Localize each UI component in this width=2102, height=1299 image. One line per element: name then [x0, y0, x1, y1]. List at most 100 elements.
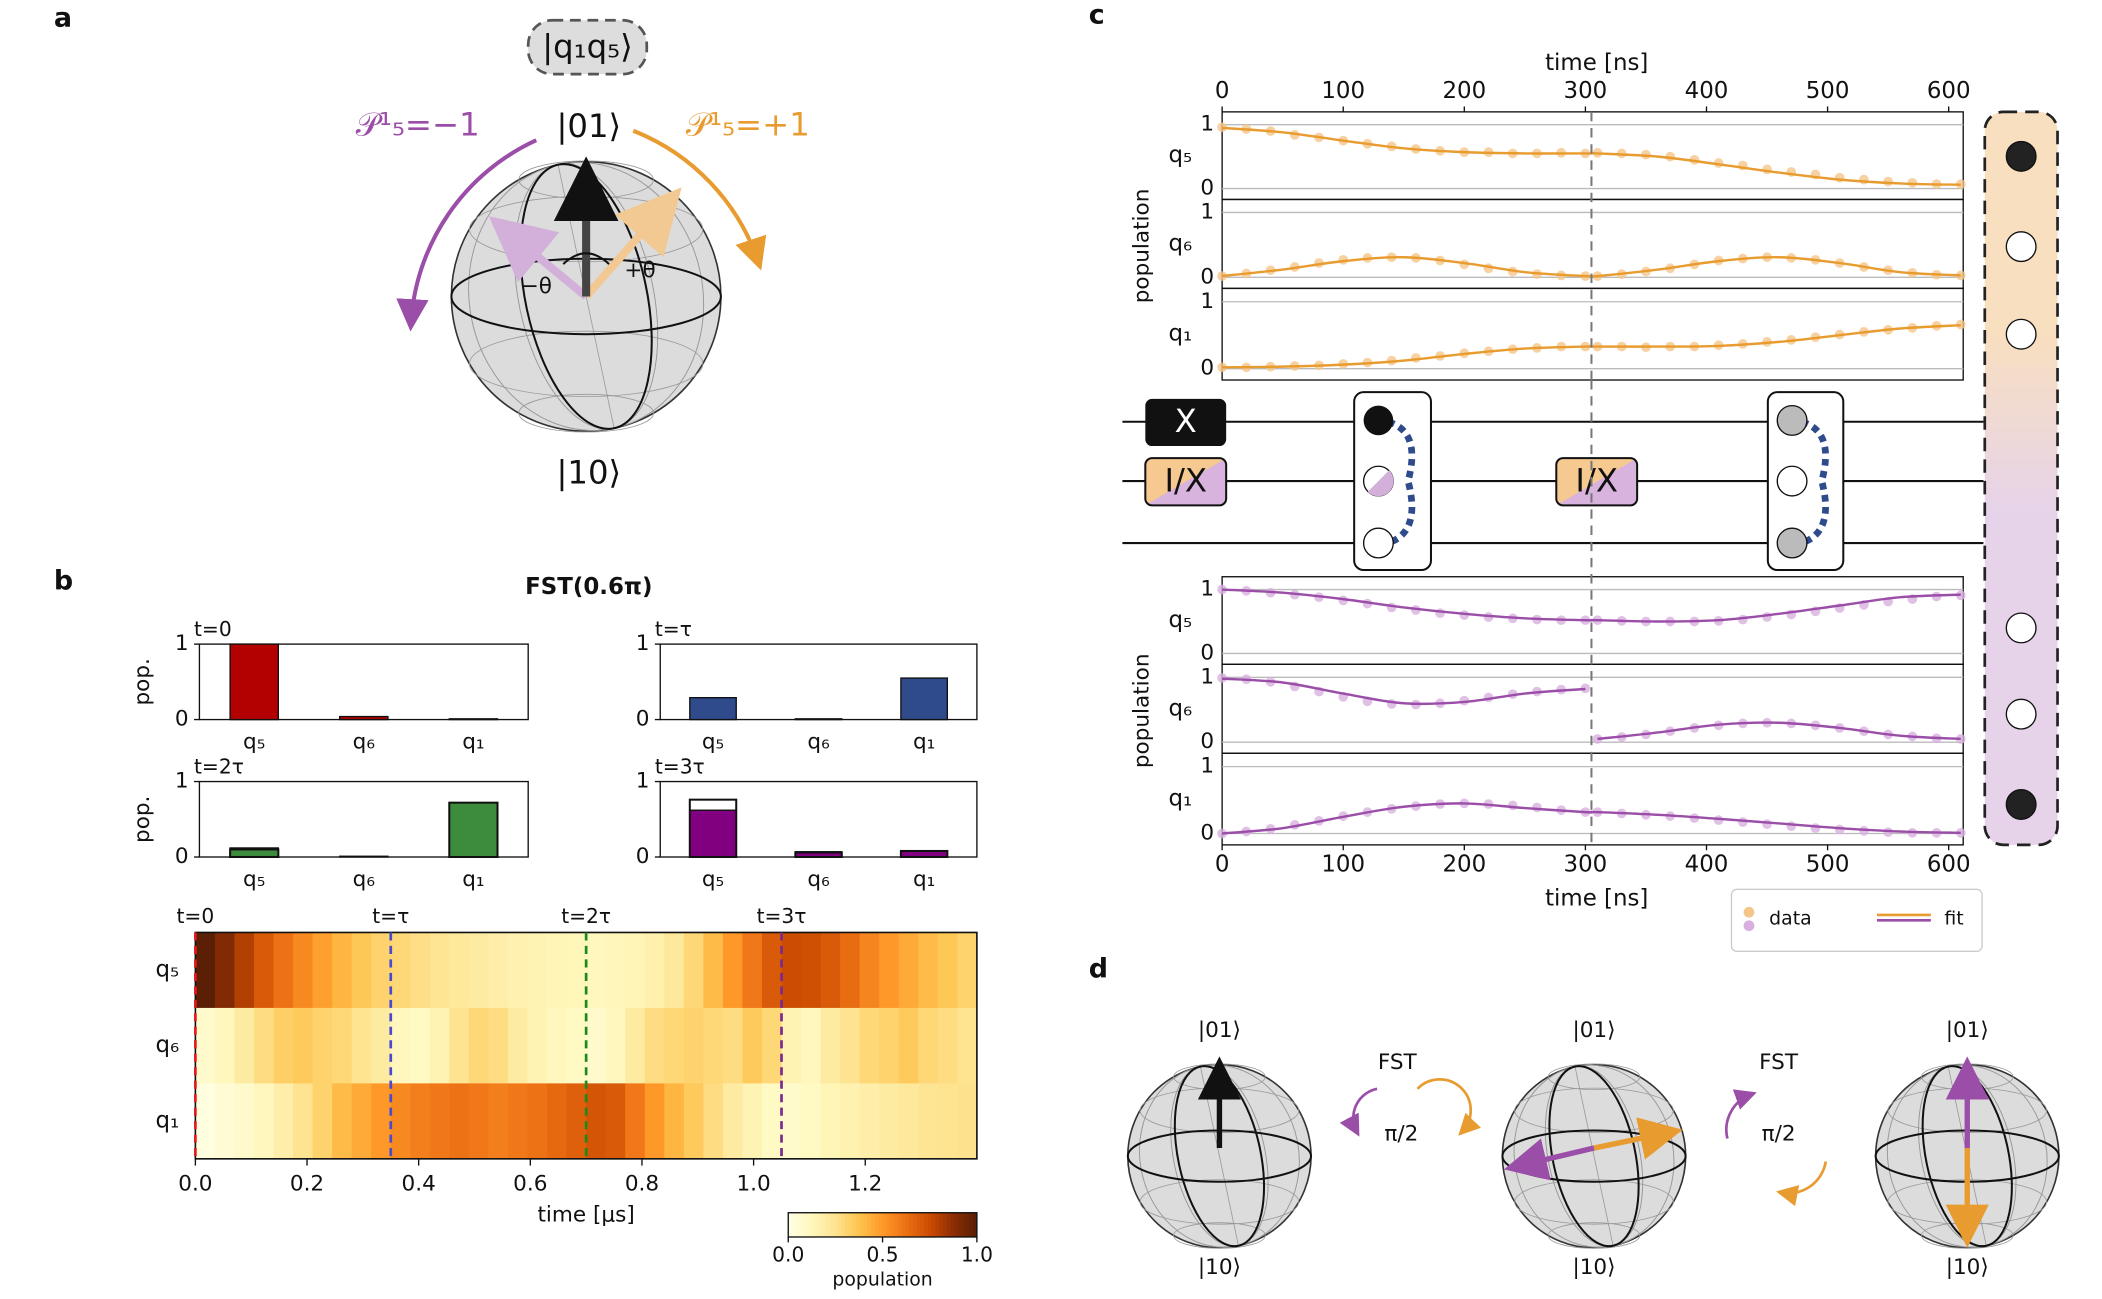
step-label: FST — [1759, 1050, 1799, 1075]
colorbar-step — [871, 1212, 876, 1237]
x-tick-label: 400 — [1685, 78, 1729, 104]
x-tick-label: 300 — [1564, 78, 1608, 104]
heat-cell — [781, 1083, 802, 1160]
heat-cell — [390, 932, 411, 1009]
coupling — [1800, 418, 1829, 547]
x-tick-label: 500 — [1806, 78, 1850, 104]
y-tick-label: 1 — [175, 769, 189, 794]
heat-cell — [722, 1083, 743, 1160]
y-tick-label: 0 — [1200, 640, 1214, 665]
x-tick-label: 0.2 — [290, 1171, 324, 1196]
colorbar-step — [825, 1212, 831, 1237]
y-tick-label: 0 — [636, 844, 650, 869]
heat-cell — [703, 1083, 724, 1160]
colorbar-step — [792, 1212, 797, 1237]
colorbar-step — [837, 1212, 842, 1237]
colorbar-step — [859, 1212, 865, 1237]
state-label: |q₁q₅⟩ — [542, 28, 632, 66]
data-point — [1580, 683, 1591, 694]
latitude — [1514, 1087, 1674, 1133]
row-label: q₁ — [1168, 321, 1192, 347]
colorbar-step — [942, 1212, 948, 1237]
colorbar-step — [931, 1212, 936, 1237]
colorbar-step — [890, 1212, 895, 1237]
latitude — [1547, 1222, 1641, 1249]
heat-cell — [566, 1083, 587, 1160]
y-tick-label: 1 — [636, 769, 650, 794]
x-tick-label: 0 — [1215, 852, 1230, 878]
heat-cell — [898, 932, 919, 1009]
heat-cell — [547, 932, 568, 1009]
colorbar-step — [973, 1212, 978, 1237]
panel-label: d — [1089, 954, 1108, 985]
bar — [448, 718, 499, 721]
latitude — [469, 330, 704, 397]
x-axis-label: time [ns] — [1545, 885, 1648, 911]
ideal-bar — [794, 851, 843, 859]
colorbar-step — [939, 1212, 944, 1237]
plot-title: t=τ — [655, 617, 692, 641]
x-tick-label: 600 — [1927, 852, 1971, 878]
colorbar-tick-label: 1.0 — [961, 1242, 993, 1266]
x-tick-label: q₁ — [913, 729, 935, 754]
parity-label: 𝒫¹₅=−1 — [356, 106, 480, 144]
y-tick-label: 1 — [175, 631, 189, 656]
pole-label: |01⟩ — [1198, 1018, 1241, 1043]
heat-cell — [332, 932, 353, 1009]
heat-cell — [527, 1083, 548, 1160]
heat-cell — [683, 1083, 704, 1160]
heat-cell — [586, 932, 607, 1009]
qubit — [1362, 527, 1394, 559]
heat-cell — [761, 1007, 783, 1084]
heat-cell — [566, 932, 587, 1009]
heat-cell — [214, 932, 235, 1009]
colorbar-step — [788, 1212, 793, 1237]
heat-cell — [859, 1083, 880, 1160]
heat-cell — [722, 1007, 743, 1084]
heat-cell — [234, 1007, 255, 1084]
colorbar-step — [946, 1212, 952, 1237]
heat-cell — [879, 1083, 900, 1160]
y-axis-label: population — [1130, 653, 1155, 768]
ideal-bar — [899, 849, 949, 859]
y-tick-label: 1 — [1200, 112, 1214, 137]
data-point — [1955, 827, 1966, 838]
y-tick-label: 0 — [1200, 264, 1214, 289]
row-label: q₆ — [1168, 230, 1192, 256]
row-label: q₆ — [155, 1032, 179, 1058]
heat-cell — [253, 932, 275, 1009]
marker-label: t=0 — [177, 904, 215, 928]
heat-cell — [488, 1083, 509, 1160]
heat-cell — [957, 1007, 978, 1084]
rotation-arrow — [1776, 1161, 1828, 1207]
x-tick-label: 0.8 — [625, 1171, 659, 1196]
heat-cell — [214, 1007, 235, 1084]
data-point — [1217, 673, 1227, 683]
x-tick-label: q₆ — [353, 729, 375, 754]
state-vector — [1593, 1117, 1683, 1160]
heat-cell — [918, 1083, 939, 1160]
plot-frame — [1221, 752, 1964, 846]
y-axis-label: pop. — [130, 796, 155, 843]
x-tick-label: q₅ — [702, 729, 724, 754]
heat-cell — [840, 1007, 861, 1084]
data-point — [1532, 802, 1542, 813]
qubit — [2005, 612, 2037, 644]
pole-label: |10⟩ — [557, 453, 622, 491]
meridian — [1548, 1065, 1640, 1248]
data-point — [1786, 821, 1797, 832]
colorbar-step — [958, 1212, 963, 1237]
bar — [229, 643, 280, 721]
bar — [794, 718, 843, 721]
plot-title: t=2τ — [194, 755, 244, 779]
marker-label: t=2τ — [561, 904, 611, 928]
heat-cell — [625, 932, 646, 1009]
colorbar-step — [803, 1212, 808, 1237]
heat-cell — [312, 932, 333, 1009]
rotation-arrow — [1416, 1078, 1481, 1136]
heat-cell — [761, 1083, 783, 1160]
heat-cell — [371, 1007, 392, 1084]
row-label: q₅ — [1168, 607, 1192, 633]
data-point — [1217, 122, 1227, 133]
colorbar-step — [867, 1212, 872, 1237]
